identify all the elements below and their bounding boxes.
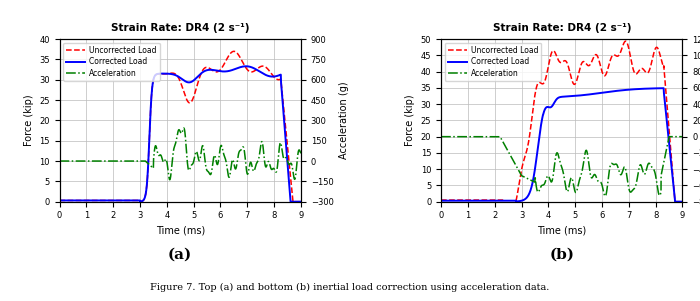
Acceleration xyxy=(671,135,680,138)
Corrected Load xyxy=(173,74,181,78)
Uncorrected Load xyxy=(671,200,680,203)
X-axis label: Time (ms): Time (ms) xyxy=(155,226,205,236)
Acceleration xyxy=(166,178,174,182)
Corrected Load xyxy=(659,86,668,90)
Acceleration xyxy=(627,190,636,194)
Uncorrected Load xyxy=(230,50,238,53)
Uncorrected Load xyxy=(622,39,630,43)
Acceleration xyxy=(246,162,254,166)
Uncorrected Load xyxy=(548,50,556,53)
Uncorrected Load xyxy=(678,200,687,203)
Text: (a): (a) xyxy=(168,248,193,262)
Uncorrected Load xyxy=(297,200,305,203)
Uncorrected Load xyxy=(671,200,680,203)
Uncorrected Load xyxy=(173,74,181,77)
Acceleration xyxy=(449,135,458,138)
Corrected Load xyxy=(671,200,679,203)
Corrected Load xyxy=(241,64,250,68)
Uncorrected Load xyxy=(437,198,445,202)
X-axis label: Time (ms): Time (ms) xyxy=(537,226,587,236)
Corrected Load xyxy=(678,200,687,203)
Acceleration xyxy=(601,194,610,198)
Acceleration xyxy=(290,177,298,180)
Acceleration xyxy=(548,179,556,183)
Corrected Load xyxy=(68,199,76,202)
Text: (b): (b) xyxy=(550,248,574,262)
Corrected Load xyxy=(554,96,563,100)
Corrected Load xyxy=(290,200,298,203)
Corrected Load xyxy=(627,88,636,91)
Corrected Load xyxy=(286,200,295,203)
Legend: Uncorrected Load, Corrected Load, Acceleration: Uncorrected Load, Corrected Load, Accele… xyxy=(444,43,541,81)
Title: Strain Rate: DR4 (2 s⁻¹): Strain Rate: DR4 (2 s⁻¹) xyxy=(111,23,249,33)
Line: Corrected Load: Corrected Load xyxy=(60,66,301,202)
Uncorrected Load xyxy=(449,198,458,202)
Uncorrected Load xyxy=(167,71,175,75)
Uncorrected Load xyxy=(290,200,298,203)
Line: Uncorrected Load: Uncorrected Load xyxy=(60,51,301,202)
Corrected Load xyxy=(671,200,680,203)
Corrected Load xyxy=(290,200,298,203)
Acceleration xyxy=(68,159,76,163)
Acceleration xyxy=(167,175,175,178)
Uncorrected Load xyxy=(55,199,64,202)
Corrected Load xyxy=(297,200,305,203)
Y-axis label: Force (kip): Force (kip) xyxy=(24,95,34,146)
Uncorrected Load xyxy=(554,59,563,62)
Uncorrected Load xyxy=(627,60,636,63)
Acceleration xyxy=(671,135,680,138)
Uncorrected Load xyxy=(246,70,254,73)
Y-axis label: Force (kip): Force (kip) xyxy=(405,95,415,146)
Uncorrected Load xyxy=(68,199,76,202)
Acceleration xyxy=(173,135,181,138)
Uncorrected Load xyxy=(289,200,298,203)
Title: Strain Rate: DR4 (2 s⁻¹): Strain Rate: DR4 (2 s⁻¹) xyxy=(493,23,631,33)
Legend: Uncorrected Load, Corrected Load, Acceleration: Uncorrected Load, Corrected Load, Accele… xyxy=(63,43,160,81)
Corrected Load xyxy=(671,200,680,203)
Acceleration xyxy=(554,154,563,157)
Y-axis label: Acceleration (g): Acceleration (g) xyxy=(339,82,349,159)
Corrected Load xyxy=(246,65,254,69)
Corrected Load xyxy=(55,199,64,202)
Corrected Load xyxy=(167,72,175,76)
Line: Corrected Load: Corrected Load xyxy=(441,88,682,202)
Uncorrected Load xyxy=(498,211,507,215)
Acceleration xyxy=(437,135,445,138)
Acceleration xyxy=(290,176,298,180)
Acceleration xyxy=(297,151,305,155)
Acceleration xyxy=(678,135,687,138)
Line: Acceleration: Acceleration xyxy=(60,128,301,180)
Acceleration xyxy=(55,159,64,163)
Line: Acceleration: Acceleration xyxy=(441,137,682,196)
Acceleration xyxy=(180,126,188,130)
Uncorrected Load xyxy=(290,200,298,203)
Text: Figure 7. Top (a) and bottom (b) inertial load correction using acceleration dat: Figure 7. Top (a) and bottom (b) inertia… xyxy=(150,283,550,292)
Corrected Load xyxy=(548,104,556,108)
Line: Uncorrected Load: Uncorrected Load xyxy=(441,41,682,213)
Corrected Load xyxy=(437,199,445,203)
Corrected Load xyxy=(449,199,458,203)
